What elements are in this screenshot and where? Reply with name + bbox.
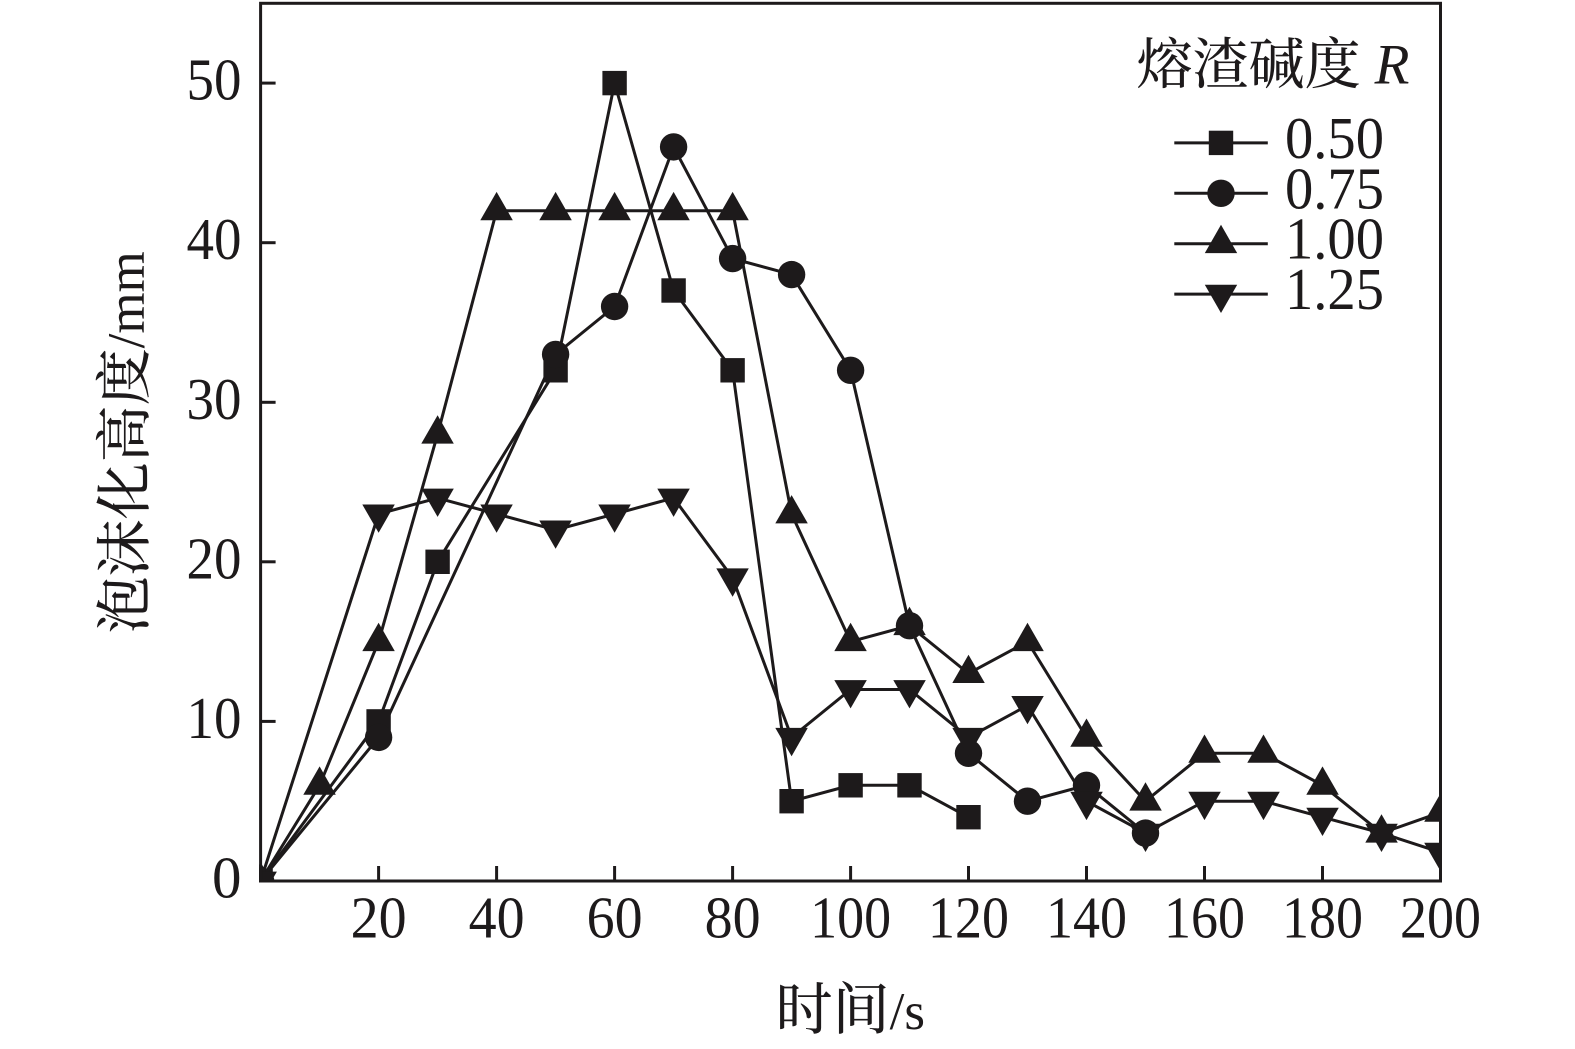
svg-text:0.75: 0.75 [1285,155,1384,221]
svg-text:50: 50 [187,47,242,113]
svg-text:80: 80 [705,885,761,951]
svg-text:120: 120 [928,885,1009,951]
svg-text:1.25: 1.25 [1285,256,1384,322]
svg-text:10: 10 [187,685,242,751]
svg-text:0.50: 0.50 [1285,105,1384,171]
svg-text:20: 20 [187,525,242,591]
svg-text:/mm: /mm [98,251,156,348]
svg-text:60: 60 [587,885,643,951]
svg-text:140: 140 [1046,885,1127,951]
svg-text:40: 40 [469,885,525,951]
svg-text:100: 100 [810,885,891,951]
svg-text:30: 30 [187,366,242,432]
svg-text:200: 200 [1400,885,1481,951]
svg-text:40: 40 [187,206,242,272]
svg-text:R: R [1374,34,1410,97]
svg-text:180: 180 [1282,885,1363,951]
svg-text:0: 0 [212,845,242,911]
svg-text:/s: /s [890,983,925,1041]
svg-text:160: 160 [1164,885,1245,951]
svg-text:1.00: 1.00 [1285,206,1384,272]
svg-text:20: 20 [351,885,407,951]
